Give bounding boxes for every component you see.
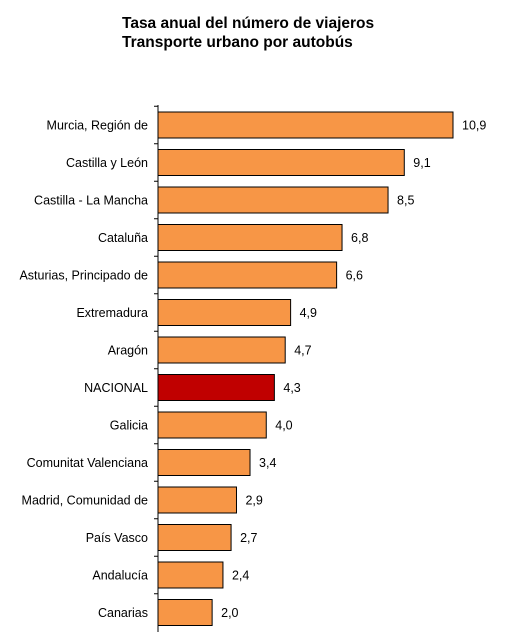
category-label: Murcia, Región de bbox=[47, 119, 148, 133]
bar bbox=[157, 149, 405, 176]
category-label: Extremadura bbox=[76, 306, 148, 320]
category-label: Andalucía bbox=[92, 569, 148, 583]
data-label: 9,1 bbox=[413, 156, 430, 170]
bar bbox=[157, 561, 224, 589]
bar bbox=[157, 599, 213, 626]
data-label: 2,7 bbox=[240, 531, 257, 545]
data-label: 4,3 bbox=[283, 381, 300, 395]
bar bbox=[157, 299, 292, 326]
category-label: Madrid, Comunidad de bbox=[22, 494, 149, 508]
category-label: Galicia bbox=[110, 419, 148, 433]
bar bbox=[157, 186, 389, 214]
data-label: 8,5 bbox=[397, 194, 414, 208]
category-label: País Vasco bbox=[86, 531, 148, 545]
category-label: Cataluña bbox=[98, 231, 148, 245]
category-label: Asturias, Principado de bbox=[19, 269, 148, 283]
category-label: NACIONAL bbox=[84, 381, 148, 395]
bar bbox=[157, 486, 237, 514]
bar bbox=[157, 374, 275, 401]
chart-title: Tasa anual del número de viajeros Transp… bbox=[122, 14, 374, 52]
bar bbox=[157, 524, 232, 551]
bar bbox=[157, 411, 267, 439]
data-label: 4,0 bbox=[275, 419, 292, 433]
chart-title-line1: Tasa anual del número de viajeros bbox=[122, 15, 375, 32]
data-label: 2,4 bbox=[232, 569, 249, 583]
bar bbox=[157, 224, 343, 251]
data-label: 3,4 bbox=[259, 456, 276, 470]
bar bbox=[157, 336, 286, 364]
bar bbox=[157, 449, 251, 476]
data-label: 10,9 bbox=[462, 119, 486, 133]
data-label: 6,6 bbox=[346, 269, 363, 283]
category-label: Castilla y León bbox=[66, 156, 148, 170]
category-label: Comunitat Valenciana bbox=[27, 456, 148, 470]
category-label: Castilla - La Mancha bbox=[34, 194, 148, 208]
chart-title-line2: Transporte urbano por autobús bbox=[122, 34, 353, 51]
data-label: 2,9 bbox=[245, 494, 262, 508]
category-label: Canarias bbox=[98, 606, 148, 620]
data-label: 4,7 bbox=[294, 344, 311, 358]
category-label: Aragón bbox=[108, 344, 148, 358]
data-label: 4,9 bbox=[300, 306, 317, 320]
bar bbox=[157, 111, 454, 139]
bar bbox=[157, 261, 338, 289]
data-label: 6,8 bbox=[351, 231, 368, 245]
data-label: 2,0 bbox=[221, 606, 238, 620]
